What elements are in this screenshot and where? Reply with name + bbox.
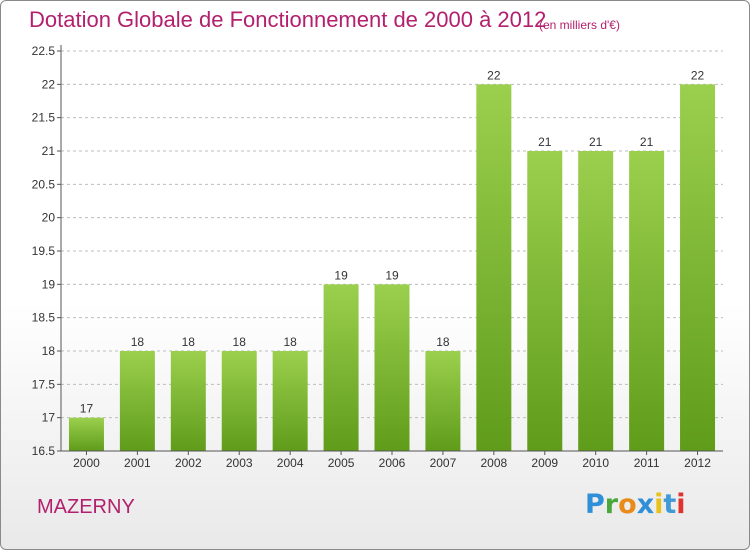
x-tick-label: 2003: [226, 456, 253, 470]
bar-value-label: 18: [233, 335, 247, 349]
logo-letter: P: [585, 489, 605, 520]
logo-letter: r: [604, 489, 619, 520]
logo-letter: o: [618, 489, 637, 520]
x-tick-label: 2010: [582, 456, 609, 470]
bar: [374, 284, 410, 451]
x-tick-label: 2008: [480, 456, 507, 470]
x-tick-label: 2002: [175, 456, 202, 470]
bar-value-label: 18: [436, 335, 450, 349]
bar-value-label: 21: [640, 135, 654, 149]
y-tick-label: 17: [42, 411, 56, 425]
bar-value-label: 17: [80, 402, 94, 416]
bar: [629, 151, 665, 451]
bar: [119, 351, 155, 451]
x-tick-label: 2005: [328, 456, 355, 470]
logo-letter: x: [636, 489, 655, 520]
y-tick-label: 16.5: [32, 444, 56, 458]
x-tick-label: 2007: [430, 456, 457, 470]
x-tick-label: 2012: [684, 456, 711, 470]
bar: [272, 351, 308, 451]
x-tick-label: 2004: [277, 456, 304, 470]
x-tick-label: 2000: [73, 456, 100, 470]
bar: [68, 417, 104, 451]
bar-value-label: 19: [385, 268, 399, 282]
x-tick-label: 2001: [124, 456, 151, 470]
bar-value-label: 21: [589, 135, 603, 149]
bar: [476, 84, 512, 451]
logo-letter: t: [663, 489, 677, 520]
bar: [578, 151, 614, 451]
bar: [323, 284, 359, 451]
x-tick-label: 2006: [379, 456, 406, 470]
x-tick-label: 2011: [634, 456, 660, 470]
bar-value-label: 19: [334, 268, 348, 282]
y-tick-label: 22: [42, 77, 56, 91]
logo-letter: i: [654, 489, 664, 520]
bar-value-label: 21: [538, 135, 552, 149]
unit-note: (en milliers d'€): [539, 18, 620, 32]
y-tick-label: 17.5: [32, 377, 56, 391]
bar: [527, 151, 563, 451]
y-tick-label: 20: [42, 211, 56, 225]
y-tick-label: 18.5: [32, 311, 56, 325]
bar-value-label: 22: [487, 68, 501, 82]
y-tick-label: 21.5: [32, 111, 56, 125]
bars: 17 18 18 18 18 19 19 18 22 21 21 21 22: [68, 68, 716, 451]
y-tick-label: 22.5: [32, 44, 56, 58]
x-tick-label: 2009: [531, 456, 558, 470]
y-tick-label: 19: [42, 277, 56, 291]
proxiti-logo[interactable]: Proxiti: [585, 489, 686, 520]
bar-value-label: 18: [182, 335, 196, 349]
y-tick-label: 18: [42, 344, 56, 358]
bar-value-label: 22: [691, 68, 705, 82]
y-tick-label: 20.5: [32, 177, 56, 191]
logo-letter: i: [676, 489, 686, 520]
city-name: MAZERNY: [37, 496, 135, 518]
bar: [680, 84, 716, 451]
y-tick-label: 21: [42, 144, 56, 158]
bar: [170, 351, 206, 451]
bar: [425, 351, 461, 451]
chart-title: Dotation Globale de Fonctionnement de 20…: [29, 7, 547, 32]
y-tick-label: 19.5: [32, 244, 56, 258]
axes: 16.5 17 17.5 18 18.5 19 19.5 20 20.5 21 21.5 22 22.5…: [32, 44, 723, 470]
bar: [221, 351, 257, 451]
bar-value-label: 18: [283, 335, 297, 349]
bar-value-label: 18: [131, 335, 145, 349]
